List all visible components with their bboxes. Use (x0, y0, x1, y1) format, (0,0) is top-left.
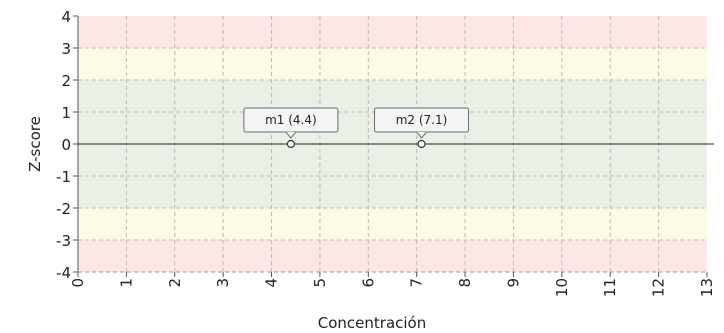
x-tick-label: 12 (650, 278, 668, 297)
y-tick-label: 4 (61, 8, 71, 26)
data-points: m1 (4.4) m2 (7.1) (243, 107, 470, 149)
x-tick-label: 11 (601, 278, 619, 297)
x-tick-label: 10 (553, 278, 571, 297)
y-tick-label: 1 (61, 104, 71, 122)
zscore-band (78, 240, 707, 272)
marker-callout-pointer (416, 131, 427, 139)
y-tick-label: -1 (56, 168, 71, 186)
x-tick-label: 1 (117, 278, 135, 288)
data-point (417, 139, 426, 149)
y-axis-title: Z-score (26, 116, 44, 172)
y-tick-label: 2 (61, 72, 71, 90)
x-tick-label: 6 (359, 278, 377, 288)
x-tick-label: 5 (311, 278, 329, 288)
marker-label: m2 (7.1) (396, 113, 448, 127)
marker-callout-pointer (285, 131, 297, 139)
y-tick-label: -2 (56, 200, 71, 218)
axes (73, 15, 714, 277)
zscore-band (78, 48, 707, 80)
data-point (286, 139, 295, 149)
x-tick-label: 7 (408, 278, 426, 288)
x-tick-label: 9 (504, 278, 522, 288)
y-tick-labels: 4 3 2 1 0 -1 -2 -3 -4 (56, 8, 71, 282)
y-tick-label: -4 (56, 264, 71, 282)
y-tick-label: -3 (56, 232, 71, 250)
x-tick-labels: 0 1 2 3 4 5 6 7 8 9 10 11 12 13 (69, 278, 716, 297)
x-tick-label: 2 (166, 278, 184, 288)
x-tick-label: 0 (69, 278, 87, 288)
x-axis-title: Concentración (318, 314, 426, 332)
x-tick-label: 3 (214, 278, 232, 288)
y-tick-label: 3 (61, 40, 71, 58)
zscore-band (78, 16, 707, 48)
zscore-band (78, 208, 707, 240)
marker-label: m1 (4.4) (265, 113, 317, 127)
y-tick-label: 0 (61, 136, 71, 154)
x-tick-label: 13 (698, 278, 716, 297)
x-tick-label: 8 (456, 278, 474, 288)
x-tick-label: 4 (263, 278, 281, 288)
